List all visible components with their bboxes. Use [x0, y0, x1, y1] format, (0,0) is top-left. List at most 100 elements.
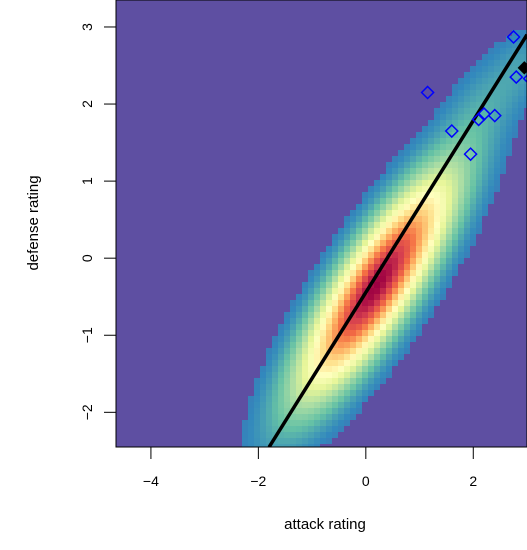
heat-cell	[278, 126, 285, 133]
heat-cell	[290, 114, 297, 121]
heat-cell	[428, 246, 435, 253]
heat-cell	[362, 270, 369, 277]
heat-cell	[206, 300, 213, 307]
heat-cell	[284, 150, 291, 157]
heat-cell	[212, 414, 219, 421]
heat-cell	[308, 396, 315, 403]
heat-cell	[302, 408, 309, 415]
heat-cell	[272, 162, 279, 169]
heat-cell	[116, 114, 123, 121]
heat-cell	[128, 252, 135, 259]
heat-cell	[494, 192, 501, 199]
heat-cell	[230, 12, 237, 19]
heat-cell	[242, 372, 249, 379]
heat-cell	[290, 6, 297, 13]
heat-cell	[158, 390, 165, 397]
heat-cell	[404, 276, 411, 283]
heat-cell	[242, 150, 249, 157]
heat-cell	[488, 48, 495, 55]
heat-cell	[308, 324, 315, 331]
heat-cell	[356, 210, 363, 217]
heat-cell	[176, 126, 183, 133]
heat-cell	[434, 96, 441, 103]
heat-cell	[446, 84, 453, 91]
heat-cell	[506, 228, 513, 235]
heat-cell	[152, 90, 159, 97]
heat-cell	[416, 54, 423, 61]
heat-cell	[326, 216, 333, 223]
heat-cell	[404, 324, 411, 331]
heat-cell	[392, 330, 399, 337]
heat-cell	[254, 120, 261, 127]
heat-cell	[176, 408, 183, 415]
heat-cell	[158, 114, 165, 121]
heat-cell	[392, 384, 399, 391]
heat-cell	[332, 48, 339, 55]
heat-cell	[194, 342, 201, 349]
heat-cell	[224, 72, 231, 79]
heat-cell	[362, 138, 369, 145]
heat-cell	[152, 210, 159, 217]
heat-cell	[158, 402, 165, 409]
heat-cell	[416, 12, 423, 19]
heat-cell	[524, 366, 527, 373]
heat-cell	[464, 336, 471, 343]
heat-cell	[488, 126, 495, 133]
heat-cell	[176, 324, 183, 331]
heat-cell	[116, 270, 123, 277]
heat-cell	[236, 318, 243, 325]
heat-cell	[278, 144, 285, 151]
heat-cell	[296, 234, 303, 241]
heat-cell	[284, 30, 291, 37]
heat-cell	[362, 282, 369, 289]
heat-cell	[410, 300, 417, 307]
heat-cell	[140, 168, 147, 175]
heat-cell	[296, 162, 303, 169]
heat-cell	[146, 276, 153, 283]
heat-cell	[134, 84, 141, 91]
heat-cell	[314, 174, 321, 181]
heat-cell	[374, 168, 381, 175]
heat-cell	[398, 198, 405, 205]
heat-cell	[314, 18, 321, 25]
heat-cell	[500, 162, 507, 169]
heat-cell	[266, 234, 273, 241]
heat-cell	[260, 258, 267, 265]
heat-cell	[422, 102, 429, 109]
heat-cell	[410, 114, 417, 121]
heat-cell	[434, 318, 441, 325]
heat-cell	[350, 108, 357, 115]
heat-cell	[164, 66, 171, 73]
heat-cell	[308, 36, 315, 43]
heat-cell	[188, 222, 195, 229]
heat-cell	[350, 384, 357, 391]
heat-cell	[374, 156, 381, 163]
heat-cell	[266, 54, 273, 61]
heat-cell	[212, 306, 219, 313]
heat-cell	[494, 90, 501, 97]
heat-cell	[410, 414, 417, 421]
heat-cell	[218, 294, 225, 301]
heat-cell	[332, 120, 339, 127]
heat-cell	[236, 312, 243, 319]
heat-cell	[290, 90, 297, 97]
heat-cell	[458, 372, 465, 379]
heat-cell	[128, 114, 135, 121]
heat-cell	[254, 114, 261, 121]
heat-cell	[116, 258, 123, 265]
heat-cell	[500, 264, 507, 271]
heat-cell	[194, 54, 201, 61]
heat-cell	[470, 252, 477, 259]
heat-cell	[134, 252, 141, 259]
heat-cell	[116, 138, 123, 145]
heat-cell	[446, 312, 453, 319]
heat-cell	[392, 336, 399, 343]
heat-cell	[152, 72, 159, 79]
heat-cell	[482, 162, 489, 169]
heat-cell	[440, 366, 447, 373]
heat-cell	[134, 354, 141, 361]
heat-cell	[464, 306, 471, 313]
heat-cell	[482, 378, 489, 385]
heat-cell	[458, 18, 465, 25]
heat-cell	[266, 372, 273, 379]
